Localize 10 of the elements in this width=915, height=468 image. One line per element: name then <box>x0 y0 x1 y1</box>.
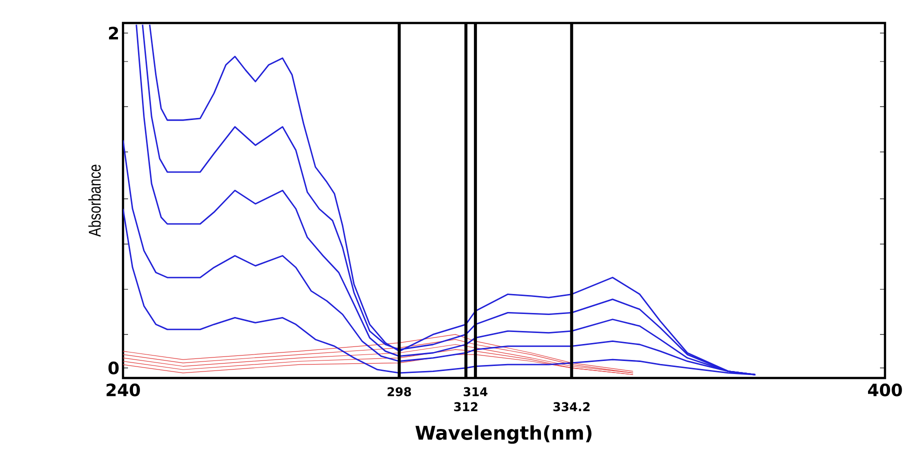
x-tick-label: 240 <box>106 384 140 396</box>
ref-line-label: 298 <box>388 387 412 396</box>
x-axis-title: Wavelength(nm) <box>415 425 592 444</box>
y-axis-title: Absorbance <box>88 164 101 237</box>
x-tick-label: 400 <box>868 384 902 396</box>
ref-line-label: 334.2 <box>553 402 590 412</box>
ref-line-label: 314 <box>464 387 488 396</box>
y-tick-label: 2 <box>109 26 118 40</box>
ref-line-label: 312 <box>454 402 478 412</box>
y-tick-label: 0 <box>108 362 119 374</box>
